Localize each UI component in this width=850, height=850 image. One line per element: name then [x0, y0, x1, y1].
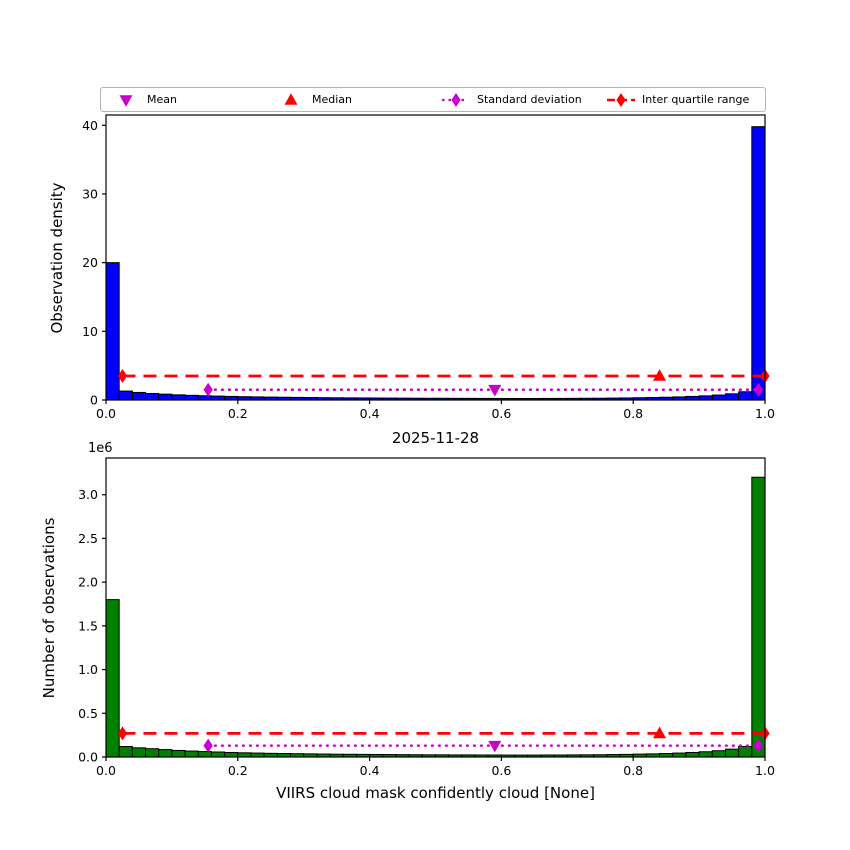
inter-quartile-range-line — [117, 726, 770, 741]
y-tick-label: 0 — [90, 393, 98, 408]
histogram-bar — [171, 394, 186, 401]
x-tick-label: 0.0 — [96, 763, 116, 778]
y-tick-label: 0.5 — [78, 706, 98, 721]
histogram-bar — [118, 746, 133, 758]
inter-quartile-range-line — [117, 368, 770, 383]
x-tick-label: 0.2 — [228, 406, 248, 421]
x-tick-label: 0.8 — [623, 763, 643, 778]
top-y-axis-label: Observation density — [48, 182, 66, 334]
std-deviation-line — [203, 382, 764, 397]
histogram-bar — [751, 126, 766, 401]
mean-marker — [488, 740, 502, 753]
y-tick-label: 10 — [82, 324, 98, 339]
histogram-bar — [197, 395, 212, 401]
histogram-bar — [724, 393, 740, 401]
std-diamond-left — [203, 382, 213, 397]
histogram-bar — [724, 748, 740, 758]
y-tick-label: 0.0 — [78, 750, 98, 765]
y-tick-label: 1.0 — [78, 662, 98, 677]
y-tick-label: 3.0 — [78, 487, 98, 502]
std-legend-icon — [441, 92, 471, 108]
y-tick-labels: 0 10 20 30 40 — [82, 118, 106, 408]
histogram-bar — [105, 262, 120, 401]
histogram-bar — [237, 752, 252, 758]
x-tick-labels: 0.0 0.2 0.4 0.6 0.8 1.0 — [96, 757, 775, 778]
x-tick-label: 0.4 — [360, 763, 380, 778]
histogram-bar — [105, 599, 120, 758]
mean-marker — [488, 384, 502, 397]
x-axis-label: VIIRS cloud mask confidently cloud [None… — [276, 784, 595, 802]
x-tick-label: 0.4 — [360, 406, 380, 421]
y-tick-label: 2.5 — [78, 531, 98, 546]
observation-count-histogram: 0.0 0.2 0.4 0.6 0.8 1.0 0.0 0.5 1.0 1.5 2.0 2.5 3.0 — [78, 457, 775, 778]
x-tick-label: 1.0 — [755, 763, 775, 778]
legend-item-std: Standard deviation — [433, 92, 598, 108]
histogram-bar — [738, 391, 753, 401]
observation-count-histogram-bars — [105, 476, 766, 758]
histogram-bar — [158, 393, 173, 401]
legend-item-median: Median — [268, 92, 433, 108]
y-axis-offset-label: 1e6 — [88, 441, 113, 456]
median-marker — [653, 726, 667, 739]
iqr-diamond-left — [117, 368, 128, 383]
histogram-bar — [145, 392, 160, 401]
histogram-bar — [711, 394, 726, 401]
std-diamond-left — [203, 738, 213, 753]
x-tick-labels: 0.0 0.2 0.4 0.6 0.8 1.0 — [96, 400, 775, 421]
histogram-bar — [184, 394, 199, 401]
x-tick-label: 0.8 — [623, 406, 643, 421]
histogram-bar — [210, 751, 226, 758]
y-tick-label: 20 — [82, 255, 98, 270]
x-tick-label: 1.0 — [755, 406, 775, 421]
y-tick-label: 2.0 — [78, 575, 98, 590]
legend-label-iqr: Inter quartile range — [642, 93, 750, 106]
std-diamond-right — [753, 738, 764, 753]
histogram-bar — [685, 751, 700, 758]
x-tick-label: 0.6 — [491, 763, 511, 778]
x-tick-label: 0.2 — [228, 763, 248, 778]
mean-legend-icon — [111, 92, 141, 108]
histogram-bar — [751, 476, 766, 758]
std-diamond-right — [753, 382, 764, 397]
histogram-bar — [698, 751, 713, 758]
histogram-bar — [131, 747, 147, 758]
histogram-bar — [698, 395, 713, 401]
legend-label-median: Median — [312, 93, 353, 106]
histogram-bar — [118, 390, 133, 401]
iqr-legend-icon — [606, 92, 636, 108]
observation-density-histogram: 0.0 0.2 0.4 0.6 0.8 1.0 0 10 20 30 40 — [82, 114, 775, 421]
histogram-bar — [145, 748, 160, 758]
y-tick-label: 1.5 — [78, 618, 98, 633]
legend: Mean Median Standard deviation Inter qua… — [100, 87, 766, 112]
x-tick-label: 0.0 — [96, 406, 116, 421]
legend-label-mean: Mean — [147, 93, 177, 106]
histogram-bar — [184, 750, 199, 758]
x-tick-label: 0.6 — [491, 406, 511, 421]
std-deviation-line — [203, 738, 764, 753]
histogram-bar — [224, 751, 239, 758]
axes-frame — [105, 457, 766, 758]
axes-frame — [105, 114, 766, 401]
plot-title-date: 2025-11-28 — [391, 429, 480, 447]
bottom-y-axis-label: Number of observations — [40, 517, 58, 699]
iqr-diamond-left — [117, 726, 128, 741]
observation-density-histogram-bars — [105, 126, 766, 401]
histogram-bar — [158, 749, 173, 758]
y-tick-label: 40 — [82, 118, 98, 133]
y-tick-label: 30 — [82, 186, 98, 201]
legend-item-iqr: Inter quartile range — [598, 92, 763, 108]
histogram-bar — [197, 751, 212, 758]
median-legend-icon — [276, 92, 306, 108]
median-marker — [653, 369, 667, 381]
histogram-bar — [738, 746, 753, 758]
histogram-bar — [171, 749, 186, 758]
legend-label-std: Standard deviation — [477, 93, 582, 106]
y-tick-labels: 0.0 0.5 1.0 1.5 2.0 2.5 3.0 — [78, 487, 106, 765]
legend-item-mean: Mean — [103, 92, 268, 108]
histogram-bar — [131, 391, 147, 401]
histogram-bar — [711, 750, 726, 758]
